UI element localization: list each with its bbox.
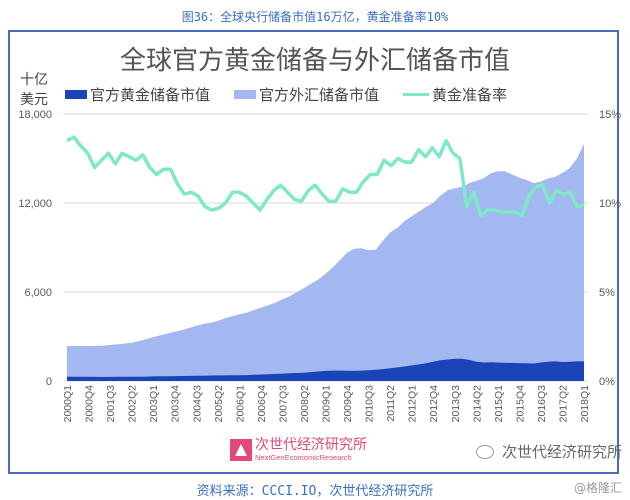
y2-tick-label: 5% [599, 287, 615, 299]
source-note: 资料来源：CCCI.IO，次世代经济研究所 [196, 484, 434, 499]
x-tick: 2011Q2 [385, 385, 397, 422]
y-axis-ticks: 0 6,000 12,000 18,000 [18, 109, 52, 388]
x-tick: 2010Q3 [364, 385, 376, 423]
x-tick: 2000Q4 [84, 385, 96, 423]
figure-caption: 图36：全球央行储备市值16万亿，黄金准备率10% [181, 10, 449, 24]
x-tick-label: 2007Q3 [277, 385, 289, 423]
x-tick-label: 2018Q1 [579, 385, 591, 423]
x-tick-label: 2009Q1 [321, 385, 333, 423]
x-tick: 2001Q3 [105, 385, 117, 423]
x-tick: 2015Q1 [493, 385, 505, 423]
chart-legend: 官方黄金储备市值 官方外汇储备市值 黄金准备率 [65, 84, 531, 105]
x-tick: 2009Q4 [342, 385, 354, 423]
legend-item-gold: 官方黄金储备市值 [65, 84, 210, 105]
x-tick-label: 2011Q2 [385, 385, 397, 422]
x-tick-label: 2015Q4 [514, 385, 526, 423]
x-tick: 2005Q2 [213, 385, 225, 423]
brand-logo-icon [230, 439, 252, 461]
y2-axis-ticks: 0% 5% 10% 15% [599, 109, 621, 388]
x-tick: 2006Q4 [256, 385, 268, 423]
x-tick: 2008Q2 [299, 385, 311, 423]
y2-tick-label: 10% [599, 198, 621, 210]
x-tick-label: 2002Q2 [127, 385, 139, 423]
x-tick: 2014Q2 [471, 385, 483, 423]
legend-item-fx: 官方外汇储备市值 [234, 84, 379, 105]
x-tick-label: 2006Q4 [256, 385, 268, 423]
y2-tick-label: 0% [599, 376, 615, 388]
legend-item-rate: 黄金准备率 [403, 84, 507, 105]
x-tick: 2004Q3 [191, 385, 203, 423]
y-tick-label: 6,000 [24, 287, 52, 299]
x-tick-label: 2005Q2 [213, 385, 225, 423]
brand-name-en: NextGenEcomomicResearch [255, 453, 352, 462]
x-tick-label: 2001Q3 [105, 385, 117, 423]
y-axis-unit-line1: 十亿 [20, 72, 48, 88]
x-tick-label: 2003Q4 [170, 385, 182, 423]
brand-watermark: 次世代经济研究所 NextGenEcomomicResearch [230, 438, 367, 462]
x-tick: 2017Q2 [557, 385, 569, 423]
credit-text: @格隆汇 [573, 481, 622, 495]
y-tick-label: 0 [46, 376, 52, 388]
wechat-icon [476, 444, 494, 459]
y-tick-label: 12,000 [18, 198, 52, 210]
y-tick-label: 18,000 [18, 109, 52, 121]
legend-label-gold: 官方黄金储备市值 [90, 86, 211, 104]
wechat-name: 次世代经济研究所 [502, 443, 623, 461]
x-tick-label: 2000Q4 [84, 385, 96, 423]
x-tick-label: 2016Q3 [536, 385, 548, 423]
x-tick-label: 2013Q3 [450, 385, 462, 423]
legend-swatch-fx [234, 90, 257, 99]
x-tick: 2012Q4 [428, 385, 440, 423]
x-tick-label: 2014Q2 [471, 385, 483, 423]
x-tick: 2006Q1 [234, 385, 246, 423]
x-tick-label: 2010Q3 [364, 385, 376, 423]
fx-reserve-area [67, 144, 584, 381]
gold-ratio-line [66, 135, 585, 218]
x-tick: 2000Q1 [62, 385, 74, 423]
line-series [66, 135, 585, 218]
x-tick: 2015Q4 [514, 385, 526, 423]
x-tick: 2016Q3 [536, 385, 548, 423]
x-tick: 2003Q4 [170, 385, 182, 423]
legend-swatch-gold [65, 90, 87, 99]
x-tick-label: 2003Q1 [148, 385, 160, 423]
chart-title: 全球官方黄金储备与外汇储备市值 [119, 46, 510, 76]
y2-tick-label: 15% [599, 109, 621, 121]
x-tick: 2003Q1 [148, 385, 160, 423]
x-tick-label: 2004Q3 [191, 385, 203, 423]
legend-label-fx: 官方外汇储备市值 [259, 86, 380, 104]
x-tick-label: 2008Q2 [299, 385, 311, 423]
legend-label-rate: 黄金准备率 [432, 86, 508, 104]
x-tick-label: 2006Q1 [234, 385, 246, 423]
x-tick: 2009Q1 [321, 385, 333, 423]
x-tick-label: 2012Q4 [428, 385, 440, 423]
x-tick: 2013Q3 [450, 385, 462, 423]
x-tick-label: 2000Q1 [62, 385, 74, 423]
x-tick-label: 2017Q2 [557, 385, 569, 423]
y-axis-unit-line2: 美元 [20, 92, 48, 108]
x-tick: 2007Q3 [277, 385, 289, 423]
x-axis-ticks: 2000Q1 2000Q4 2001Q3 2002Q2 2003Q1 2003Q4 2004… [62, 385, 591, 423]
x-tick: 2012Q1 [407, 385, 419, 423]
x-tick: 2002Q2 [127, 385, 139, 423]
x-tick: 2018Q1 [579, 385, 591, 423]
gold-reserve-area [67, 358, 584, 381]
wechat-watermark: 次世代经济研究所 [476, 441, 622, 462]
y-axis-unit: 十亿 美元 [20, 70, 48, 110]
brand-name-cn: 次世代经济研究所 [255, 437, 367, 453]
x-tick-label: 2015Q1 [493, 385, 505, 423]
x-tick-label: 2012Q1 [407, 385, 419, 423]
legend-swatch-rate [403, 93, 430, 96]
area-series [67, 144, 584, 381]
x-tick-label: 2009Q4 [342, 385, 354, 423]
